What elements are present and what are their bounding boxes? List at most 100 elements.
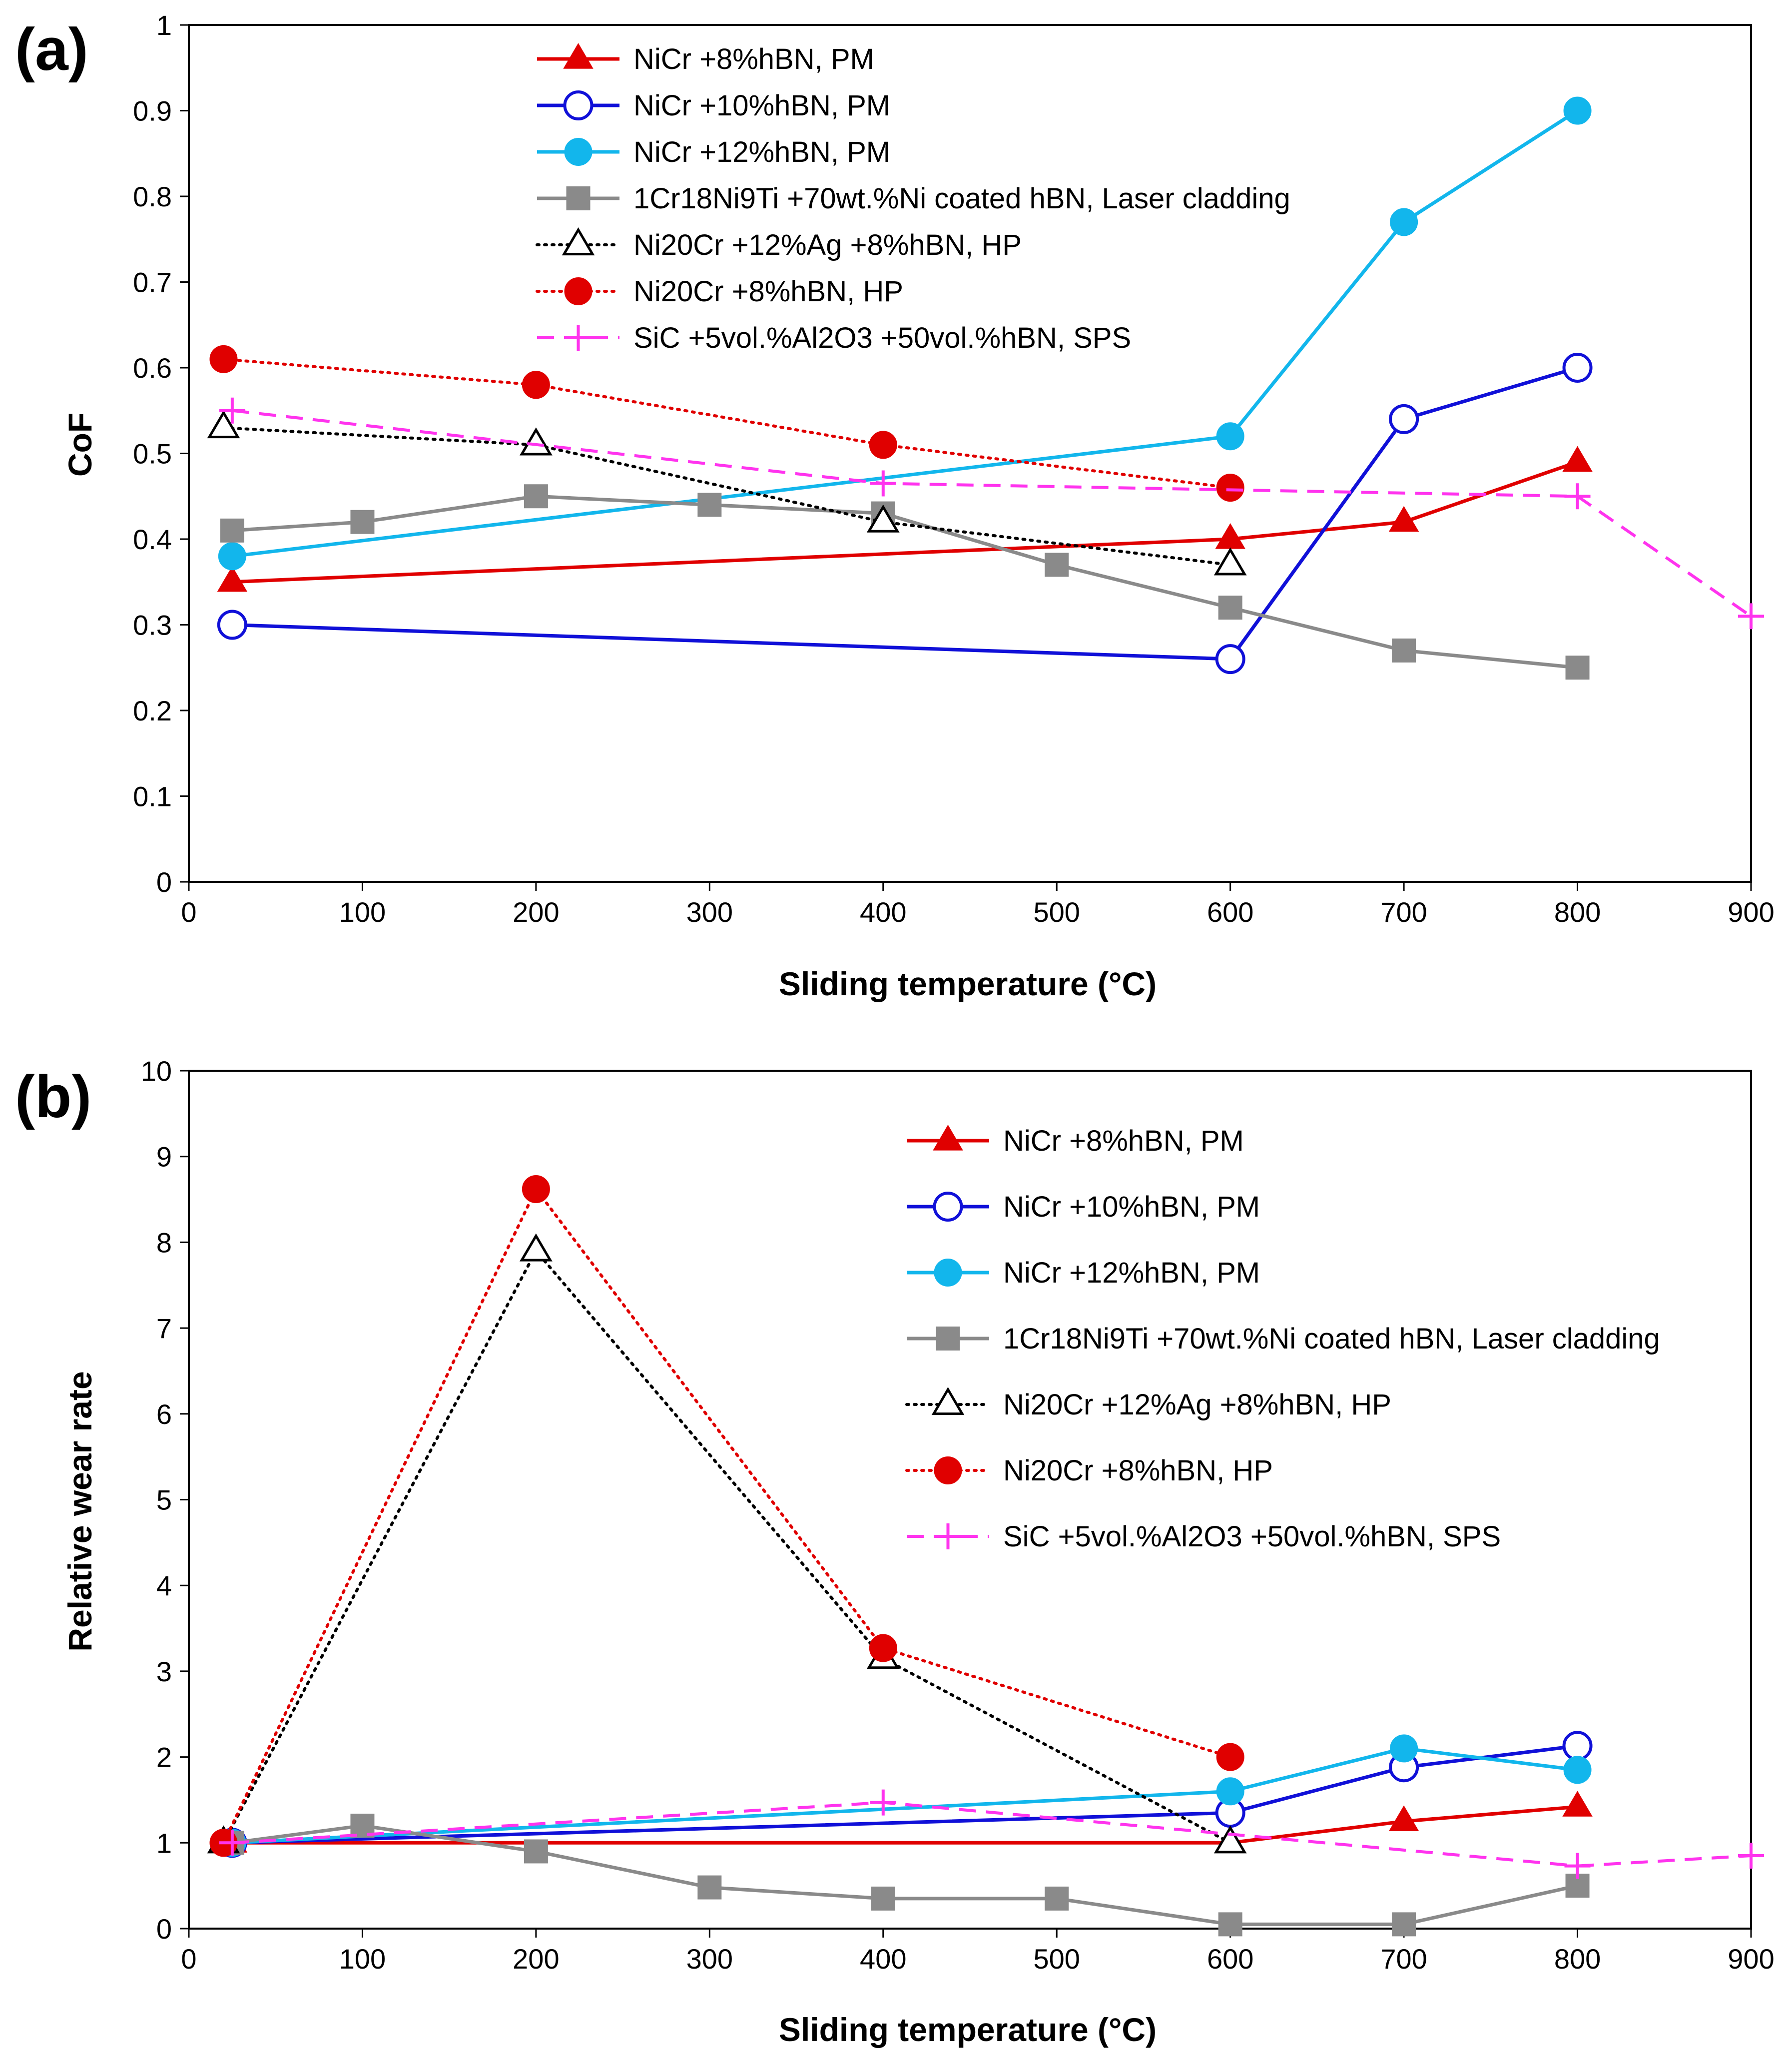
y-tick-label-b: 4 (156, 1570, 172, 1601)
legend-marker (934, 1259, 962, 1287)
legend-marker (566, 186, 591, 210)
series-a-ni20cr-8-hbn-hp (209, 345, 1244, 502)
y-tick-label-a: 0.8 (133, 181, 172, 212)
legend-label: NiCr +10%hBN, PM (633, 89, 890, 122)
x-tick-label-a: 800 (1554, 896, 1601, 928)
data-point-a-1cr18ni9ti-70wt-ni-coated-hbn-laser-cladding (220, 518, 244, 543)
legend-marker (936, 1327, 960, 1351)
x-tick-label-b: 300 (686, 1943, 733, 1975)
x-tick-label-b: 600 (1207, 1943, 1253, 1975)
x-tick-label-b: 0 (181, 1943, 196, 1975)
data-point-a-nicr-10-hbn-pm (1389, 404, 1419, 434)
x-tick-label-b: 200 (513, 1943, 559, 1975)
legend-item-b-nicr-8-hbn-pm: NiCr +8%hBN, PM (907, 1125, 1244, 1157)
data-point-b-1cr18ni9ti-70wt-ni-coated-hbn-laser-cladding (1392, 1912, 1416, 1937)
x-tick-label-a: 100 (339, 896, 386, 928)
x-tick-label-b: 400 (860, 1943, 906, 1975)
y-tick-label-b: 7 (156, 1313, 172, 1344)
series-line-b-sic-5vol-al2o3-50vol-hbn-sps (232, 1801, 1752, 1868)
data-point-b-1cr18ni9ti-70wt-ni-coated-hbn-laser-cladding (524, 1839, 548, 1864)
y-tick-label-a: 0.5 (133, 438, 172, 470)
data-point-a-ni20cr-8-hbn-hp (209, 345, 238, 373)
y-tick-label-a: 0.4 (133, 524, 172, 555)
data-point-b-sic-5vol-al2o3-50vol-hbn-sps (1564, 1853, 1591, 1879)
data-point-a-nicr-12-hbn-pm (1563, 96, 1592, 125)
data-point-a-ni20cr-12-ag-8-hbn-hp (207, 410, 240, 439)
x-axis-title-b: Sliding temperature (°C) (779, 2011, 1157, 2048)
legend-item-a-nicr-8-hbn-pm: NiCr +8%hBN, PM (537, 43, 874, 75)
data-point-b-ni20cr-8-hbn-hp (1216, 1743, 1244, 1771)
data-point-b-ni20cr-8-hbn-hp (869, 1634, 897, 1662)
series-a-nicr-10-hbn-pm (217, 353, 1593, 675)
y-tick-label-a: 1 (156, 9, 172, 41)
legend-label: NiCr +12%hBN, PM (633, 136, 890, 168)
legend-item-b-nicr-10-hbn-pm: NiCr +10%hBN, PM (907, 1191, 1260, 1223)
data-point-a-ni20cr-8-hbn-hp (522, 371, 550, 399)
x-tick-label-b: 700 (1380, 1943, 1427, 1975)
legend-item-a-nicr-10-hbn-pm: NiCr +10%hBN, PM (537, 89, 890, 122)
data-point-a-nicr-12-hbn-pm (1390, 208, 1418, 236)
data-point-a-nicr-12-hbn-pm (1216, 422, 1244, 451)
x-tick-label-b: 500 (1034, 1943, 1080, 1975)
x-tick-label-a: 300 (686, 896, 733, 928)
series-a-nicr-8-hbn-pm (217, 446, 1593, 592)
data-point-a-1cr18ni9ti-70wt-ni-coated-hbn-laser-cladding (697, 493, 722, 517)
series-b-1cr18ni9ti-70wt-ni-coated-hbn-laser-cladding (220, 1813, 1590, 1937)
panel-label-a: (a) (15, 16, 88, 83)
data-point-b-1cr18ni9ti-70wt-ni-coated-hbn-laser-cladding (697, 1875, 722, 1900)
legend-marker (933, 1192, 963, 1222)
series-b-nicr-10-hbn-pm (217, 1731, 1593, 1858)
legend-item-b-ni20cr-12-ag-8-hbn-hp: Ni20Cr +12%Ag +8%hBN, HP (905, 1387, 1391, 1421)
legend-marker (931, 1387, 965, 1415)
y-axis-title-a: CoF (61, 413, 98, 477)
series-line-b-nicr-10-hbn-pm (232, 1744, 1578, 1845)
series-line-b-nicr-12-hbn-pm (232, 1746, 1578, 1845)
x-tick-label-a: 200 (513, 896, 559, 928)
series-line-b-nicr-8-hbn-pm (232, 1805, 1578, 1845)
data-point-b-1cr18ni9ti-70wt-ni-coated-hbn-laser-cladding (871, 1886, 895, 1911)
legend-marker (565, 325, 592, 351)
y-tick-label-a: 0 (156, 866, 172, 898)
data-point-b-1cr18ni9ti-70wt-ni-coated-hbn-laser-cladding (1218, 1912, 1242, 1937)
x-tick-label-a: 400 (860, 896, 906, 928)
data-point-a-ni20cr-8-hbn-hp (1216, 474, 1244, 502)
data-point-b-ni20cr-12-ag-8-hbn-hp (520, 1233, 553, 1262)
series-line-a-sic-5vol-al2o3-50vol-hbn-sps (232, 409, 1752, 618)
data-point-a-1cr18ni9ti-70wt-ni-coated-hbn-laser-cladding (1565, 656, 1590, 680)
data-point-b-nicr-12-hbn-pm (1563, 1756, 1592, 1784)
data-point-b-1cr18ni9ti-70wt-ni-coated-hbn-laser-cladding (1045, 1886, 1069, 1911)
y-tick-label-a: 0.9 (133, 95, 172, 127)
legend-label: Ni20Cr +8%hBN, HP (1003, 1454, 1273, 1487)
legend-label: NiCr +8%hBN, PM (1003, 1125, 1244, 1157)
x-tick-label-a: 900 (1728, 896, 1774, 928)
panel-label-b: (b) (15, 1063, 91, 1130)
y-tick-label-b: 9 (156, 1141, 172, 1173)
legend-label: SiC +5vol.%Al2O3 +50vol.%hBN, SPS (1003, 1520, 1501, 1553)
series-line-b-1cr18ni9ti-70wt-ni-coated-hbn-laser-cladding (232, 1824, 1578, 1926)
data-point-b-ni20cr-12-ag-8-hbn-hp (1213, 1825, 1247, 1854)
data-point-a-sic-5vol-al2o3-50vol-hbn-sps (1564, 483, 1591, 510)
legend-label: Ni20Cr +8%hBN, HP (633, 275, 903, 308)
data-point-b-sic-5vol-al2o3-50vol-hbn-sps (1738, 1843, 1764, 1869)
legend-marker (933, 1125, 963, 1151)
y-tick-label-a: 0.1 (133, 781, 172, 812)
data-point-a-sic-5vol-al2o3-50vol-hbn-sps (1738, 603, 1764, 630)
y-tick-label-b: 5 (156, 1484, 172, 1516)
data-point-a-1cr18ni9ti-70wt-ni-coated-hbn-laser-cladding (1218, 596, 1242, 620)
x-tick-label-a: 700 (1380, 896, 1427, 928)
x-tick-label-a: 600 (1207, 896, 1253, 928)
data-point-a-nicr-8-hbn-pm (217, 566, 248, 592)
series-line-b-ni20cr-8-hbn-hp (222, 1187, 1232, 1845)
y-tick-label-b: 8 (156, 1227, 172, 1258)
data-point-a-nicr-10-hbn-pm (217, 610, 247, 640)
data-point-a-1cr18ni9ti-70wt-ni-coated-hbn-laser-cladding (1045, 553, 1069, 577)
data-point-b-nicr-8-hbn-pm (1562, 1791, 1593, 1817)
series-b-sic-5vol-al2o3-50vol-hbn-sps (219, 1789, 1764, 1879)
panel-b: (b) Relative wear rate Sliding temperatu… (15, 1055, 1775, 2048)
x-tick-label-b: 900 (1728, 1943, 1774, 1975)
x-tick-label-a: 0 (181, 896, 196, 928)
y-tick-label-b: 2 (156, 1742, 172, 1773)
series-line-a-ni20cr-8-hbn-hp (222, 357, 1232, 490)
